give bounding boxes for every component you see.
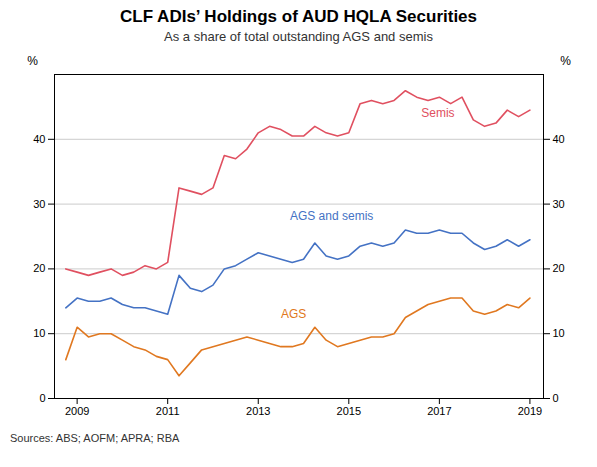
html-text:CLF ADIs’ Holdings of AUD HQLA: CLF ADIs’ Holdings of AUD HQLA Securitie… (120, 7, 477, 26)
svg-text:2011: 2011 (156, 405, 180, 417)
svg-text:10: 10 (553, 327, 565, 339)
svg-text:%: % (560, 54, 571, 68)
svg-text:30: 30 (553, 198, 565, 210)
svg-text:2019: 2019 (518, 405, 542, 417)
svg-text:20: 20 (33, 262, 45, 274)
svg-text:40: 40 (553, 133, 565, 145)
html-text:As a share of total outstandin: As a share of total outstanding AGS and … (164, 29, 433, 44)
svg-text:10: 10 (33, 327, 45, 339)
svg-text:2015: 2015 (337, 405, 361, 417)
svg-text:2009: 2009 (65, 405, 89, 417)
svg-text:30: 30 (33, 198, 45, 210)
svg-text:0: 0 (553, 392, 559, 404)
svg-text:0: 0 (39, 392, 45, 404)
svg-text:AGS and semis: AGS and semis (290, 209, 373, 223)
svg-text:40: 40 (33, 133, 45, 145)
svg-text:AGS: AGS (281, 307, 306, 321)
svg-text:Semis: Semis (421, 106, 454, 120)
svg-text:2013: 2013 (246, 405, 270, 417)
svg-text:2017: 2017 (427, 405, 451, 417)
html-text:Sources: ABS; AOFM; APRA; RBA: Sources: ABS; AOFM; APRA; RBA (10, 432, 180, 444)
svg-text:20: 20 (553, 262, 565, 274)
svg-text:%: % (27, 54, 38, 68)
